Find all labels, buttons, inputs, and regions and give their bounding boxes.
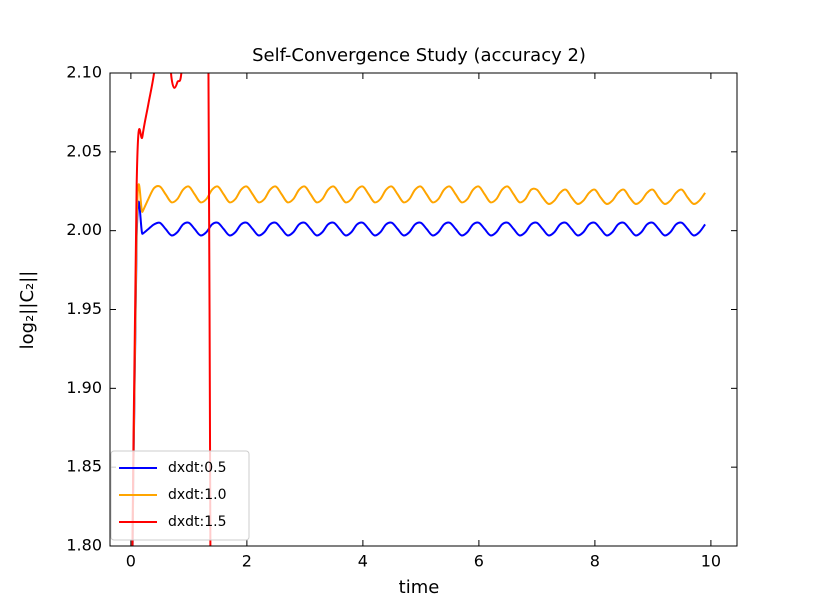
y-tick-label: 1.85	[66, 457, 102, 476]
legend-label: dxdt:0.5	[168, 460, 227, 476]
x-tick-label: 10	[701, 552, 721, 571]
legend-label: dxdt:1.5	[168, 514, 227, 530]
series-line	[131, 73, 212, 546]
x-tick-label: 2	[242, 552, 252, 571]
legend-frame	[110, 450, 250, 541]
y-tick-label: 1.90	[66, 378, 102, 397]
chart-title: Self-Convergence Study (accuracy 2)	[252, 45, 586, 66]
x-tick-label: 0	[126, 552, 136, 571]
x-tick-label: 6	[474, 552, 484, 571]
y-tick-label: 2.10	[66, 63, 102, 82]
legend-label: dxdt:1.0	[168, 487, 227, 503]
plot-area	[131, 73, 706, 546]
y-tick-label: 2.00	[66, 220, 102, 239]
y-tick-label: 1.80	[66, 536, 102, 555]
x-axis-label: time	[399, 577, 440, 598]
y-tick-label: 1.95	[66, 299, 102, 318]
x-tick-label: 4	[358, 552, 368, 571]
y-tick-label: 2.05	[66, 141, 102, 160]
y-axis-label: log₂||C₂||	[17, 271, 38, 350]
series-line	[131, 200, 706, 546]
x-tick-label: 8	[590, 552, 600, 571]
series-line	[131, 183, 706, 546]
